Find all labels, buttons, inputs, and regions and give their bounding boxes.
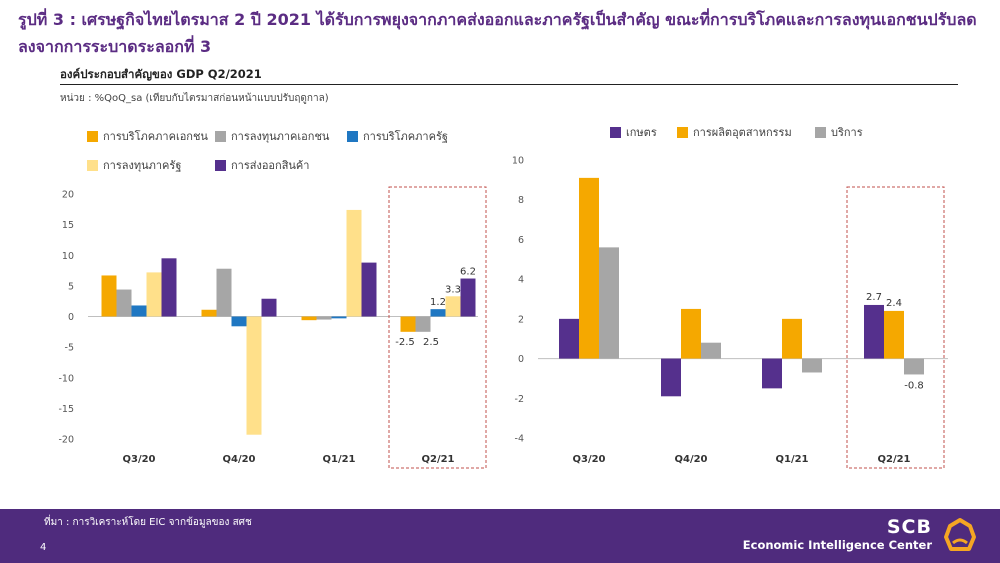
bar — [261, 298, 277, 317]
y-tick-label: -4 — [515, 434, 524, 445]
bar — [246, 316, 262, 435]
y-tick-label: 2 — [518, 314, 524, 325]
y-tick-label: 10 — [512, 156, 524, 167]
bar — [301, 316, 317, 321]
source-note: ที่มา : การวิเคราะห์โดย EIC จากข้อมูลของ… — [44, 517, 252, 528]
brand-name: SCB — [886, 516, 932, 538]
category-label: Q4/20 — [674, 454, 707, 465]
bar — [400, 316, 416, 332]
brand-subtitle: Economic Intelligence Center — [742, 538, 932, 552]
bar — [361, 262, 377, 317]
legend-label: การบริโภคภาครัฐ — [363, 129, 448, 143]
legend-label: การส่งออกสินค้า — [231, 159, 309, 172]
bar — [864, 304, 884, 359]
y-tick-label: -2 — [515, 394, 524, 405]
bar — [161, 258, 177, 317]
bar — [201, 309, 217, 317]
y-tick-label: 10 — [62, 251, 74, 262]
page-number: 4 — [40, 542, 47, 553]
bar — [762, 358, 782, 389]
data-label: 6.2 — [460, 267, 476, 278]
y-tick-label: -20 — [58, 435, 74, 446]
scb-logo-icon — [944, 518, 976, 551]
bar — [415, 316, 431, 332]
legend-swatch — [610, 127, 621, 138]
y-tick-label: 15 — [62, 220, 74, 231]
y-tick-label: 4 — [518, 275, 524, 286]
y-tick-label: -5 — [65, 343, 74, 354]
y-tick-label: 0 — [68, 312, 74, 323]
y-tick-label: -10 — [58, 373, 74, 384]
bar — [116, 289, 132, 317]
bar — [445, 296, 461, 317]
legend-swatch — [215, 131, 226, 142]
bar — [131, 305, 147, 317]
page-title: รูปที่ 3 : เศรษฐกิจไทยไตรมาส 2 ปี 2021 ไ… — [18, 10, 977, 56]
legend-swatch — [87, 160, 98, 171]
bar — [460, 278, 476, 317]
bar — [884, 310, 904, 359]
gdp-components-chart: การบริโภคภาคเอกชน การลงทุนภาคเอกชน การบริโ… — [58, 129, 487, 469]
y-tick-label: -15 — [58, 404, 74, 415]
highlight-box — [846, 186, 945, 469]
legend-label: การลงทุนภาครัฐ — [103, 159, 181, 172]
bar — [599, 247, 619, 359]
category-label: Q2/21 — [421, 454, 454, 465]
bar — [904, 358, 924, 375]
legend-swatch — [87, 131, 98, 142]
legend-swatch — [215, 160, 226, 171]
bar — [661, 358, 681, 397]
category-label: Q2/21 — [877, 454, 910, 465]
bar — [231, 316, 247, 327]
footer-bar: ที่มา : การวิเคราะห์โดย EIC จากข้อมูลของ… — [0, 509, 1000, 563]
y-tick-label: 8 — [518, 195, 524, 206]
unit-note: หน่วย : %QoQ_sa (เทียบกับไตรมาสก่อนหน้าแ… — [60, 93, 329, 104]
bar — [802, 358, 822, 373]
data-label: 2.4 — [886, 298, 902, 309]
bar — [782, 318, 802, 359]
category-label: Q3/20 — [122, 454, 155, 465]
sector-output-chart: เกษตร การผลิตอุตสาหกรรม บริการ -4 -2 0 2 4 6 8 10 Q… — [512, 126, 948, 469]
chart-subtitle: องค์ประกอบสำคัญของ GDP Q2/2021 — [60, 67, 262, 81]
data-label: 1.2 — [430, 297, 446, 308]
legend-label: เกษตร — [626, 126, 657, 139]
bar — [146, 272, 162, 317]
title-divider — [60, 84, 958, 85]
bar — [701, 342, 721, 359]
y-tick-label: 6 — [518, 235, 524, 246]
y-tick-label: 5 — [68, 281, 74, 292]
legend-label: การบริโภคภาคเอกชน — [103, 129, 208, 143]
category-label: Q1/21 — [322, 454, 355, 465]
data-label: 3.3 — [445, 284, 461, 295]
legend-label: การลงทุนภาคเอกชน — [231, 130, 330, 143]
bar — [331, 316, 347, 319]
legend-label: การผลิตอุตสาหกรรม — [693, 126, 792, 139]
legend-swatch — [347, 131, 358, 142]
legend-swatch — [815, 127, 826, 138]
y-tick-label: 0 — [518, 354, 524, 365]
data-label: -0.8 — [904, 380, 924, 391]
category-label: Q1/21 — [775, 454, 808, 465]
bar — [430, 309, 446, 317]
bar — [316, 316, 332, 320]
bar — [216, 268, 232, 317]
category-label: Q3/20 — [572, 454, 605, 465]
bar — [681, 308, 701, 359]
y-tick-label: 20 — [62, 190, 74, 201]
data-label: -2.5 — [395, 337, 415, 348]
data-label: 2.5 — [423, 337, 439, 348]
legend-swatch — [677, 127, 688, 138]
bar — [346, 209, 362, 317]
bar — [579, 177, 599, 359]
data-label: 2.7 — [866, 292, 882, 303]
bar — [559, 318, 579, 359]
category-label: Q4/20 — [222, 454, 255, 465]
highlight-box — [388, 186, 487, 469]
brand-block: SCB Economic Intelligence Center — [743, 517, 932, 553]
legend-label: บริการ — [831, 126, 863, 139]
bar — [101, 275, 117, 317]
